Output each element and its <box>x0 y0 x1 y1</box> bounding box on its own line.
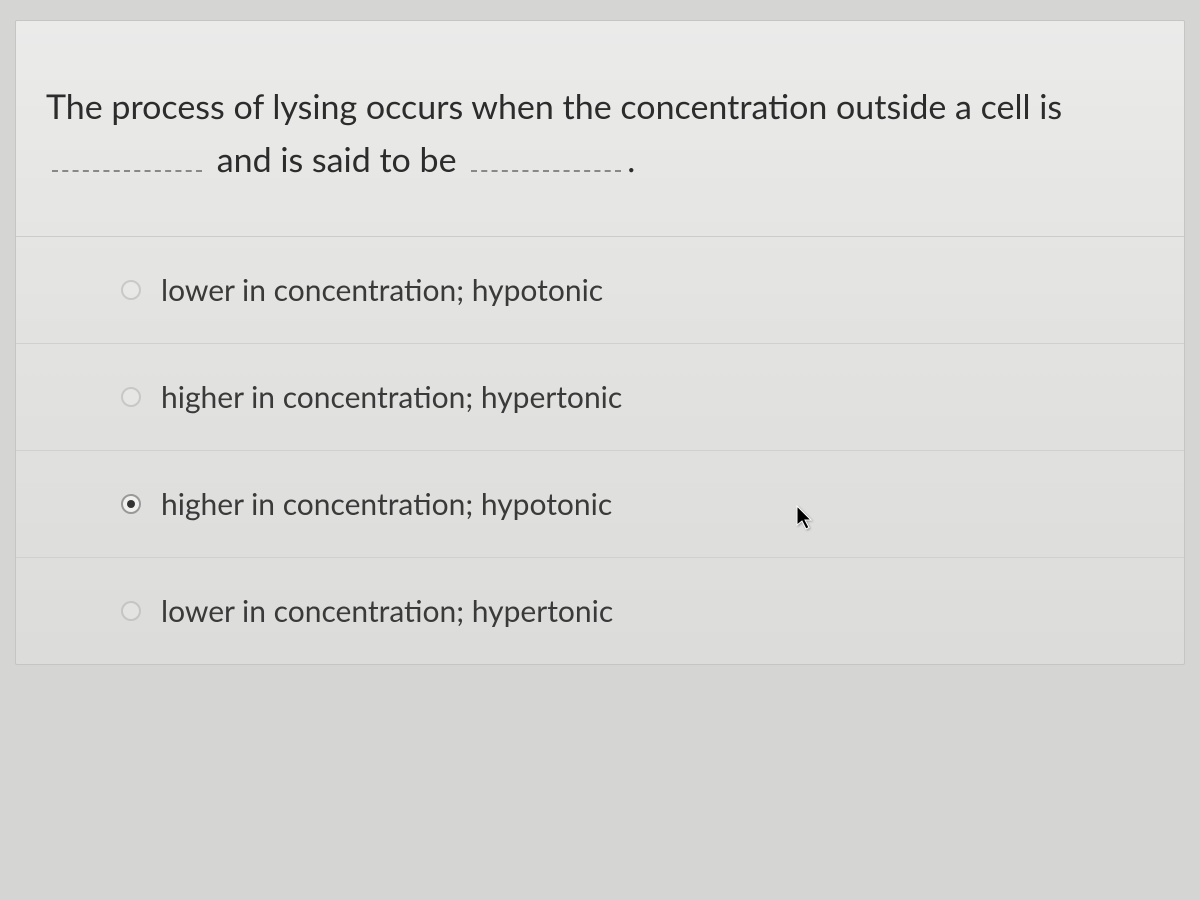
answer-option-2[interactable]: higher in concentration; hypotonic <box>16 450 1184 557</box>
question-text-part1: The process of lysing occurs when the co… <box>46 86 1062 127</box>
radio-button-3[interactable] <box>121 601 141 621</box>
answer-label-1: higher in concentration; hypertonic <box>161 379 622 415</box>
answer-option-1[interactable]: higher in concentration; hypertonic <box>16 343 1184 450</box>
radio-button-1[interactable] <box>121 387 141 407</box>
blank-2 <box>471 141 621 172</box>
answer-label-0: lower in concentration; hypotonic <box>161 272 603 308</box>
quiz-container: The process of lysing occurs when the co… <box>15 20 1185 665</box>
question-text-part3: . <box>627 139 635 180</box>
radio-button-0[interactable] <box>121 280 141 300</box>
question-section: The process of lysing occurs when the co… <box>16 21 1184 237</box>
answer-option-0[interactable]: lower in concentration; hypotonic <box>16 237 1184 343</box>
question-text-part2: and is said to be <box>217 139 457 180</box>
radio-button-2[interactable] <box>121 494 141 514</box>
blank-1 <box>52 141 202 172</box>
answer-label-2: higher in concentration; hypotonic <box>161 486 612 522</box>
answer-label-3: lower in concentration; hypertonic <box>161 593 613 629</box>
question-text: The process of lysing occurs when the co… <box>46 81 1154 186</box>
answers-section: lower in concentration; hypotonic higher… <box>16 237 1184 664</box>
answer-option-3[interactable]: lower in concentration; hypertonic <box>16 557 1184 664</box>
